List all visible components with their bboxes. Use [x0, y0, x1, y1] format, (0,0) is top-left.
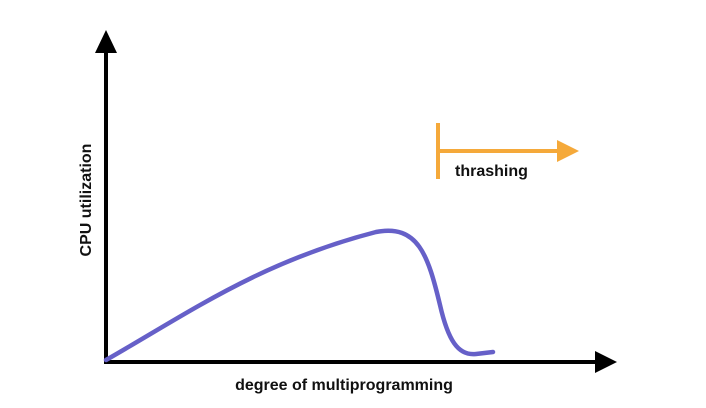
thrashing-arrowhead: [557, 140, 579, 162]
y-axis-arrowhead: [95, 30, 117, 53]
cpu-utilization-curve: [103, 228, 496, 363]
x-axis-arrowhead: [595, 351, 617, 373]
x-axis-label: degree of multiprogramming: [235, 377, 453, 394]
thrashing-label: thrashing: [455, 163, 528, 180]
y-axis-label: CPU utilization: [78, 144, 95, 257]
